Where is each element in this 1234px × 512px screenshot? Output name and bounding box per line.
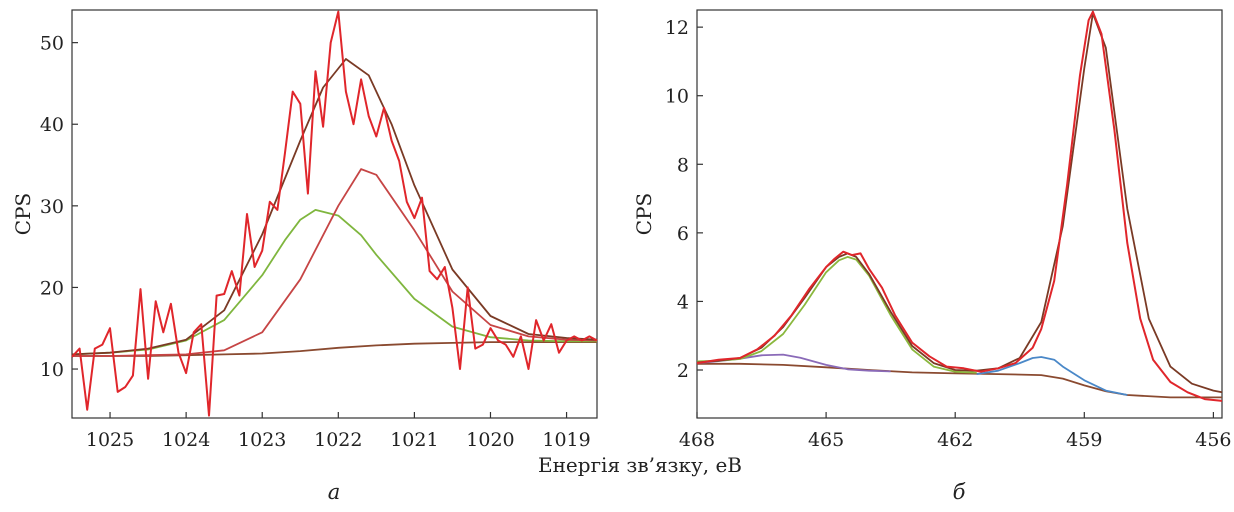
panel-b-ytick-label: 6	[677, 223, 689, 245]
panel-b-series-line-4	[696, 255, 977, 374]
panel-a-xtick-label: 1024	[162, 429, 210, 451]
panel-a-label: а	[328, 480, 341, 504]
panel-b-ytick-label: 10	[665, 86, 689, 108]
panel-b-yticks: 2 4 6 8 10 12	[665, 17, 703, 382]
panel-b-xticks: 468 465 462 459 456	[679, 412, 1232, 451]
panel-b-ytick-label: 8	[677, 154, 689, 176]
panel-a-xtick-label: 1022	[314, 429, 362, 451]
panel-a-xticks: 1025 1024 1023 1022 1021 1020 1019	[86, 412, 591, 451]
panel-b-xtick-label: 459	[1066, 429, 1102, 451]
panel-a-series-line-3	[72, 168, 598, 357]
panel-b-series-line-3	[976, 356, 1128, 396]
panel-a-ytick-label: 30	[40, 196, 64, 218]
panel-a-series-line-5	[71, 10, 598, 417]
panel-a-xtick-label: 1021	[390, 429, 438, 451]
panel-a-yticks: 10 20 30 40 50	[40, 33, 78, 381]
panel-a-xtick-label: 1020	[466, 429, 514, 451]
shared-xlabel: Енергія зв’язку, еВ	[538, 453, 742, 477]
panel-b-label: б	[953, 480, 966, 504]
panel-a-ytick-label: 10	[40, 359, 64, 381]
panel-b-ylabel: CPS	[632, 193, 656, 235]
panel-b-xtick-label: 462	[937, 429, 973, 451]
panel-a-series-line-4	[71, 58, 598, 356]
panel-b-ytick-label: 2	[677, 360, 689, 382]
panel-a-ytick-label: 40	[40, 114, 64, 136]
panel-b-series-line-6	[696, 10, 1223, 402]
panel-a-plot-frame	[71, 9, 598, 419]
panel-b-xtick-label: 456	[1195, 429, 1231, 451]
panel-b-ytick-label: 12	[665, 17, 689, 39]
panel-b-ytick-label: 4	[677, 291, 689, 313]
panel-b-xtick-label: 468	[679, 429, 715, 451]
panel-b-xtick-label: 465	[808, 429, 844, 451]
panel-a-xtick-label: 1025	[86, 429, 134, 451]
panel-a-series-group	[71, 10, 598, 417]
panel-a-xtick-label: 1019	[542, 429, 590, 451]
panel-b-series-line-1	[697, 362, 1222, 399]
panel-a-ytick-label: 20	[40, 277, 64, 299]
panel-a-ytick-label: 50	[40, 33, 64, 55]
panel-a-xtick-label: 1023	[238, 429, 286, 451]
panel-b-series-group	[696, 10, 1223, 402]
panel-b-plot-frame	[696, 9, 1223, 419]
panel-a-ylabel: CPS	[11, 193, 35, 235]
